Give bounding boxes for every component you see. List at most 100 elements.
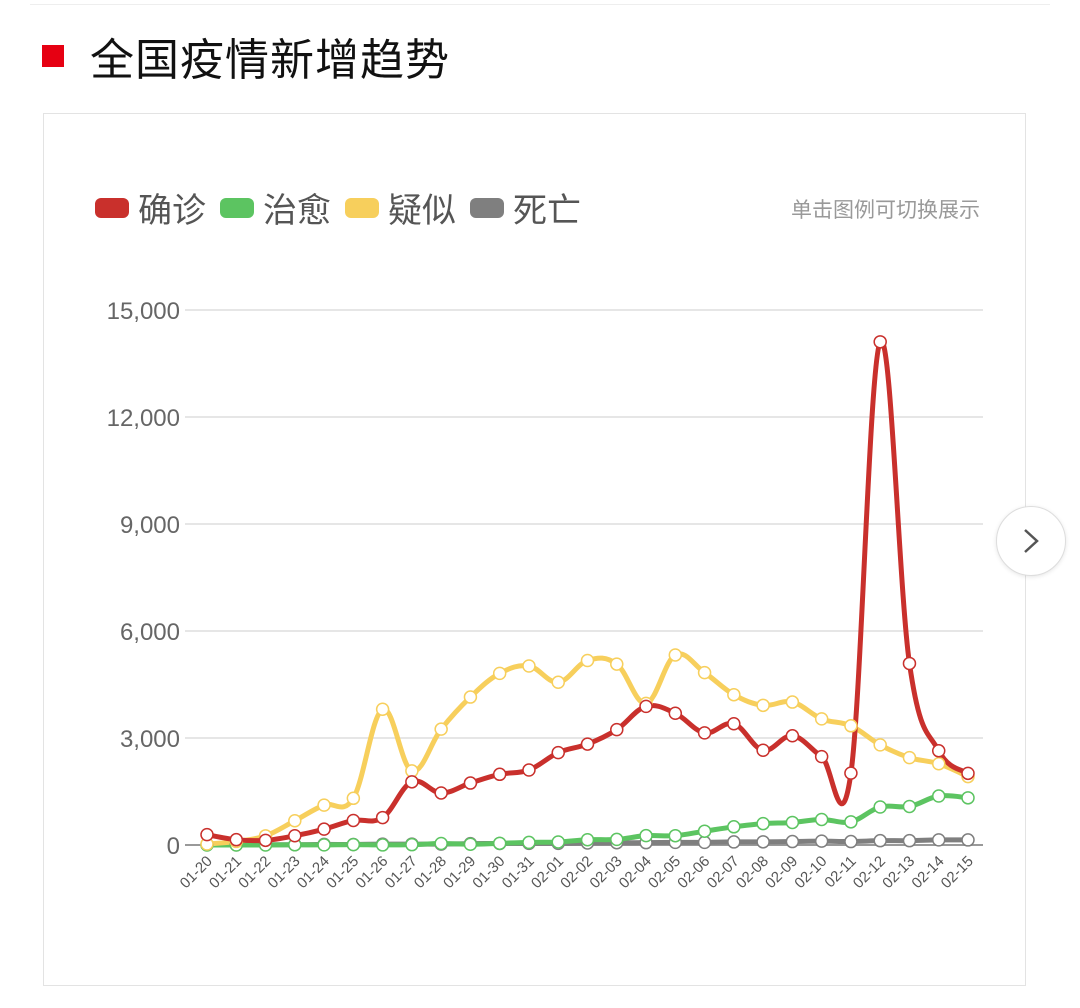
x-tick-label: 02-12 bbox=[850, 853, 889, 892]
data-point bbox=[668, 648, 683, 662]
data-point bbox=[844, 766, 858, 780]
data-point bbox=[931, 789, 946, 803]
y-tick-label: 12,000 bbox=[107, 405, 180, 432]
x-tick-label: 02-06 bbox=[674, 853, 713, 892]
data-point bbox=[580, 653, 595, 668]
x-tick-label: 01-22 bbox=[235, 853, 274, 892]
data-point bbox=[785, 834, 800, 849]
data-point bbox=[639, 699, 653, 714]
x-tick-label: 02-13 bbox=[879, 853, 918, 892]
x-tick-label: 01-30 bbox=[469, 853, 508, 892]
data-point bbox=[785, 729, 800, 743]
data-point bbox=[551, 675, 565, 690]
data-point bbox=[814, 712, 829, 726]
data-point bbox=[375, 810, 390, 825]
x-tick-label: 02-14 bbox=[908, 853, 947, 892]
data-point bbox=[580, 737, 595, 751]
data-point bbox=[317, 838, 331, 852]
legend-swatch[interactable] bbox=[220, 198, 254, 218]
legend-label[interactable]: 疑似 bbox=[388, 191, 456, 231]
y-tick-label: 6,000 bbox=[120, 619, 180, 646]
data-point bbox=[873, 800, 887, 814]
data-point bbox=[814, 749, 829, 764]
data-point bbox=[610, 722, 624, 737]
x-tick-label: 01-29 bbox=[440, 853, 479, 892]
legend-label[interactable]: 死亡 bbox=[513, 191, 581, 231]
data-point bbox=[492, 767, 507, 782]
data-point bbox=[697, 824, 712, 838]
data-point bbox=[727, 687, 741, 702]
y-tick-label: 0 bbox=[167, 833, 180, 860]
data-point bbox=[873, 833, 887, 848]
legend-label[interactable]: 治愈 bbox=[263, 191, 331, 231]
x-tick-label: 02-03 bbox=[586, 853, 625, 892]
data-point bbox=[756, 698, 770, 713]
legend-swatch[interactable] bbox=[470, 198, 504, 218]
x-tick-label: 01-24 bbox=[294, 853, 333, 892]
data-point bbox=[697, 726, 712, 740]
data-point bbox=[434, 722, 448, 736]
x-tick-label: 01-20 bbox=[177, 853, 216, 892]
data-point bbox=[873, 335, 887, 349]
x-tick-label: 02-07 bbox=[704, 853, 743, 892]
data-point bbox=[756, 835, 770, 849]
data-point bbox=[610, 832, 624, 847]
y-tick-label: 15,000 bbox=[107, 298, 180, 325]
data-point bbox=[200, 827, 214, 842]
x-tick-label: 02-01 bbox=[528, 853, 567, 892]
data-point bbox=[697, 835, 712, 850]
data-point bbox=[405, 837, 419, 852]
section-title: 全国疫情新增趋势 bbox=[90, 35, 450, 86]
data-point bbox=[961, 833, 975, 847]
next-chart-button[interactable] bbox=[996, 506, 1066, 576]
data-point bbox=[610, 657, 624, 671]
data-point bbox=[229, 832, 244, 847]
legend-label[interactable]: 确诊 bbox=[138, 191, 206, 231]
y-tick-label: 9,000 bbox=[120, 512, 180, 539]
data-point bbox=[756, 743, 770, 758]
data-point bbox=[551, 745, 565, 760]
legend-swatch[interactable] bbox=[95, 198, 129, 218]
data-point bbox=[844, 815, 858, 829]
data-point bbox=[727, 717, 741, 731]
data-point bbox=[931, 744, 946, 758]
x-tick-label: 02-10 bbox=[791, 853, 830, 892]
legend-swatch[interactable] bbox=[345, 198, 379, 218]
data-point bbox=[785, 815, 800, 830]
data-point bbox=[288, 813, 302, 828]
x-tick-label: 02-09 bbox=[762, 853, 801, 892]
x-tick-label: 02-15 bbox=[938, 853, 977, 892]
data-point bbox=[522, 835, 536, 850]
data-point bbox=[844, 719, 858, 733]
data-point bbox=[727, 835, 741, 849]
data-point bbox=[492, 666, 507, 681]
x-tick-label: 02-04 bbox=[616, 853, 655, 892]
data-point bbox=[346, 837, 361, 852]
data-point bbox=[873, 738, 887, 752]
series-line-确诊 bbox=[206, 338, 970, 844]
data-point bbox=[405, 775, 419, 789]
data-point bbox=[434, 786, 448, 800]
data-point bbox=[375, 702, 390, 717]
top-divider bbox=[30, 0, 1050, 5]
data-point bbox=[288, 829, 302, 843]
section-header: 全国疫情新增趋势 bbox=[42, 26, 450, 86]
data-point bbox=[961, 791, 975, 805]
data-point bbox=[727, 820, 741, 834]
data-point bbox=[434, 836, 448, 851]
data-point bbox=[463, 776, 478, 790]
data-point bbox=[522, 659, 536, 673]
data-point bbox=[902, 656, 917, 671]
data-point bbox=[346, 791, 361, 806]
legend-hint: 单击图例可切换展示 bbox=[791, 198, 980, 222]
data-point bbox=[931, 833, 946, 847]
data-point bbox=[463, 690, 478, 704]
data-point bbox=[317, 798, 331, 812]
x-tick-label: 01-28 bbox=[411, 853, 450, 892]
data-point bbox=[668, 828, 683, 843]
data-point bbox=[844, 834, 858, 849]
chevron-right-icon bbox=[1024, 529, 1039, 553]
data-point bbox=[697, 665, 712, 680]
data-point bbox=[639, 828, 653, 843]
